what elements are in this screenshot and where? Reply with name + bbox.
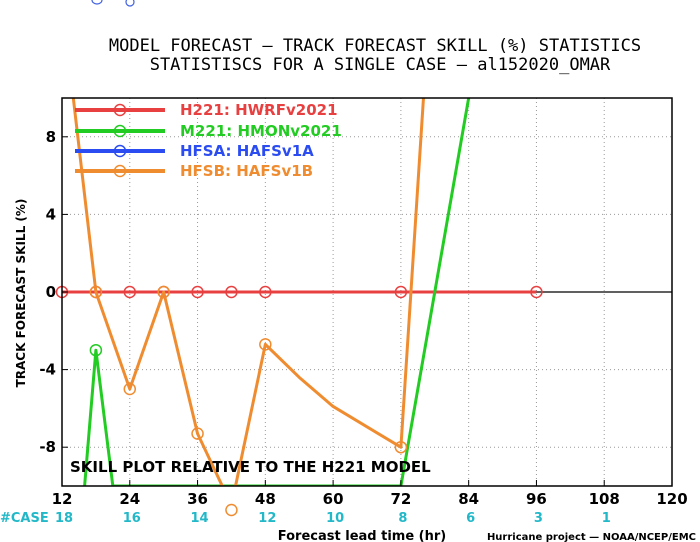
legend-marker-1 <box>113 124 127 138</box>
y-tick-label: 4 <box>46 205 56 223</box>
credit: Hurricane project — NOAA/NCEP/EMC <box>487 532 696 542</box>
data-point-marker <box>123 285 137 299</box>
x-tick-label: 36 <box>187 490 208 508</box>
grid <box>62 98 672 486</box>
legend-label-2: HFSA: HAFSv1A <box>180 142 314 160</box>
x-tick-label: 84 <box>458 490 479 508</box>
case-count: 6 <box>466 511 475 526</box>
case-count: 3 <box>534 511 543 526</box>
data-point-marker <box>225 503 238 517</box>
series-line-1 <box>83 98 471 486</box>
x-tick-label: 72 <box>390 490 411 508</box>
case-count: 10 <box>326 511 344 526</box>
case-label: #CASE <box>0 511 49 526</box>
x-tick-label: 12 <box>52 490 73 508</box>
data-point-marker <box>259 285 272 299</box>
data-point-marker <box>191 285 204 299</box>
data-point-marker <box>191 427 204 440</box>
case-count: 16 <box>123 511 141 526</box>
legend-label-0: H221: HWRFv2021 <box>180 101 338 119</box>
case-counts: 18 16 14 12 10 8 6 3 1 <box>55 511 611 526</box>
chart-title-line1: MODEL FORECAST — TRACK FORECAST SKILL (%… <box>109 36 641 56</box>
case-count: 14 <box>191 511 209 526</box>
x-tick-label: 60 <box>323 490 344 508</box>
legend-marker-2 <box>113 144 127 158</box>
data-point-marker <box>225 285 238 299</box>
chart-title-line2: STATISTISCS FOR A SINGLE CASE — al152020… <box>150 55 611 75</box>
legend-label-1: M221: HMONv2021 <box>180 122 342 140</box>
x-tick-label: 120 <box>656 490 687 508</box>
x-tick-label: 96 <box>526 490 547 508</box>
data-point-marker <box>89 343 103 357</box>
legend: H221: HWRFv2021 M221: HMONv2021 HFSA: HAFS… <box>75 101 342 180</box>
data-point-marker <box>394 440 408 454</box>
plot-note: SKILL PLOT RELATIVE TO THE H221 MODEL <box>70 458 431 476</box>
data-point-marker <box>123 382 137 396</box>
data-point-marker <box>530 285 543 299</box>
data-point-marker <box>89 285 103 299</box>
x-ticks: 12 24 36 48 60 72 84 96 108 120 <box>52 480 688 508</box>
x-tick-label: 108 <box>589 490 620 508</box>
y-tick-label: 0 <box>46 283 56 301</box>
legend-label-3: HFSB: HAFSv1B <box>180 162 313 180</box>
case-count: 12 <box>258 511 276 526</box>
series-line-3 <box>71 98 425 486</box>
data-point-marker <box>394 285 408 299</box>
data-point-marker <box>157 285 170 299</box>
y-tick-label: 8 <box>46 128 56 146</box>
x-tick-label: 48 <box>255 490 276 508</box>
legend-marker-3 <box>113 164 127 178</box>
y-tick-label: -8 <box>39 438 56 456</box>
y-axis-label: TRACK FORECAST SKILL (%) <box>14 199 28 388</box>
y-tick-label: -4 <box>39 361 56 379</box>
series-lines <box>62 98 537 486</box>
case-count: 8 <box>398 511 407 526</box>
case-count: 1 <box>602 511 611 526</box>
top-glyphs <box>91 0 135 7</box>
case-count: 18 <box>55 511 73 526</box>
data-point-marker <box>259 338 272 351</box>
legend-marker-0 <box>113 103 127 117</box>
x-tick-label: 24 <box>119 490 140 508</box>
series-markers <box>55 285 543 517</box>
y-ticks: -8 -4 0 4 8 <box>39 128 68 456</box>
x-axis-label: Forecast lead time (hr) <box>278 529 446 542</box>
